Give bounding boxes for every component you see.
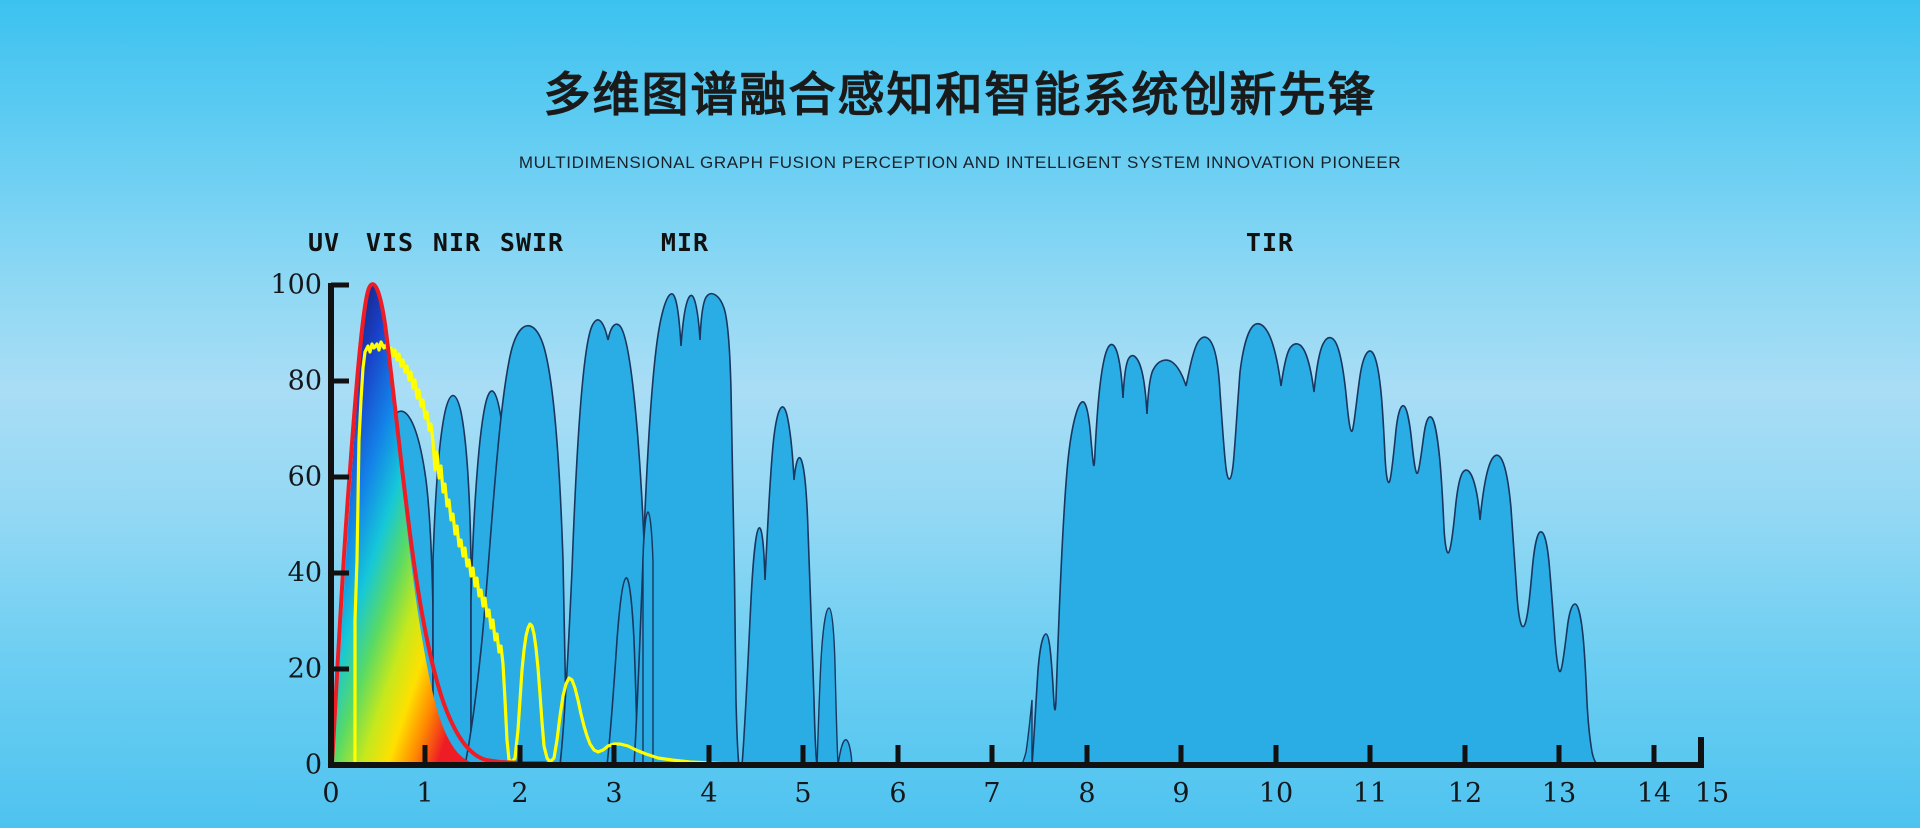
transmission-bands: [356, 292, 1601, 766]
x-tick-10: 10: [1258, 778, 1294, 809]
transmission-spur-mir-2: [642, 511, 654, 766]
solar-spectrum-curve: [353, 340, 760, 766]
band-label-uv: UV: [307, 228, 341, 257]
x-tick-9: 9: [1172, 778, 1190, 809]
transmission-band-tir: [1031, 322, 1601, 766]
transmission-band-nir-1: [432, 394, 472, 766]
transmission-tail-mir-3: [837, 739, 853, 766]
x-tick-8: 8: [1078, 778, 1096, 809]
blackbody-envelope-line: [330, 282, 547, 765]
blackbody-curve: [330, 282, 547, 765]
x-tick-11: 11: [1352, 778, 1388, 809]
x-tick-5: 5: [794, 778, 812, 809]
x-tick-4: 4: [700, 778, 718, 809]
x-tick-13: 13: [1541, 778, 1577, 809]
x-tick-15: 15: [1694, 778, 1730, 809]
y-tick-100: 100: [270, 269, 322, 301]
transmission-band-mir-3: [741, 406, 818, 766]
x-axis-ticks: [422, 737, 1704, 765]
x-tick-14: 14: [1636, 778, 1672, 809]
x-tick-2: 2: [511, 778, 529, 809]
x-tick-1: 1: [416, 778, 434, 809]
rainbow-peak-fill: [334, 283, 478, 764]
transmission-band-swir-1: [464, 324, 568, 766]
band-label-nir: NIR: [432, 228, 482, 257]
x-tick-0: 0: [322, 778, 340, 809]
transmission-spur-tir-left: [1019, 699, 1033, 766]
y-tick-0: 0: [304, 749, 322, 781]
band-label-tir: TIR: [1245, 228, 1295, 257]
blackbody-rainbow-fill: [334, 283, 478, 764]
page-title: 多维图谱融合感知和智能系统创新先锋: [543, 68, 1377, 123]
solar-spectrum-line: [353, 340, 760, 766]
y-tick-60: 60: [287, 461, 322, 493]
band-label-vis: VIS: [365, 228, 415, 257]
x-tick-6: 6: [889, 778, 907, 809]
page-subtitle: MULTIDIMENSIONAL GRAPH FUSION PERCEPTION…: [518, 153, 1402, 172]
y-tick-80: 80: [287, 365, 322, 397]
x-tick-7: 7: [983, 778, 1001, 809]
transmission-band-mir-2: [633, 292, 740, 766]
transmission-spur-mir-3: [816, 607, 839, 766]
band-label-swir: SWIR: [499, 228, 565, 257]
x-tick-3: 3: [605, 778, 623, 809]
chart-axes: [328, 282, 1704, 768]
y-tick-20: 20: [287, 653, 322, 685]
y-tick-40: 40: [287, 557, 322, 589]
y-axis-ticks: [331, 282, 349, 672]
x-tick-12: 12: [1447, 778, 1483, 809]
band-label-mir: MIR: [660, 228, 710, 257]
